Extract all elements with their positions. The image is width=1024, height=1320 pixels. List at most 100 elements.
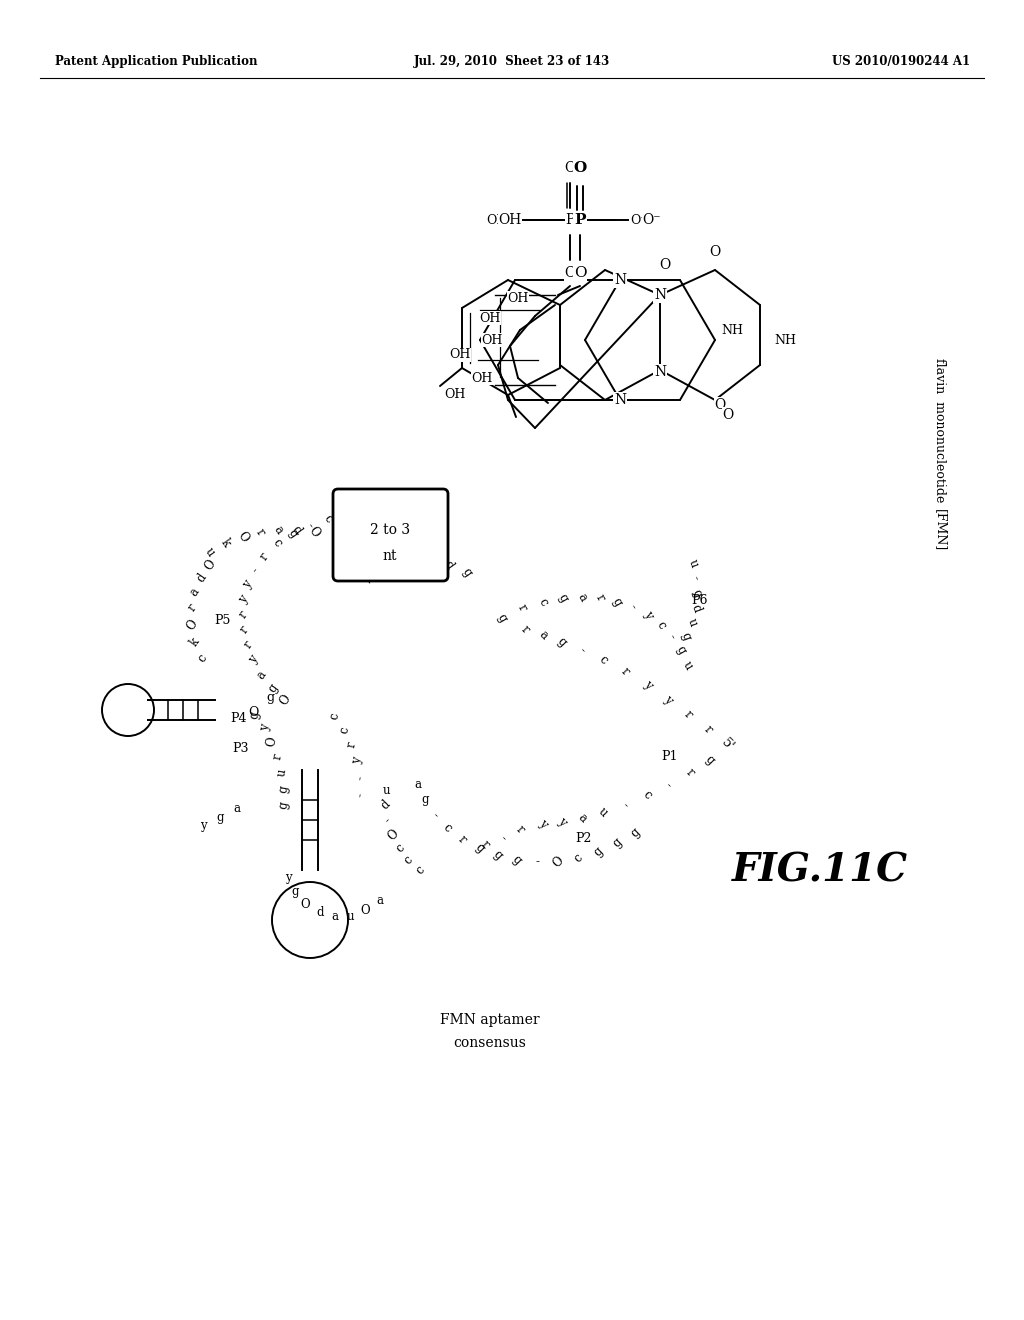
Text: a: a bbox=[536, 628, 550, 642]
Text: c: c bbox=[401, 853, 415, 867]
Text: k: k bbox=[187, 635, 203, 648]
Text: g: g bbox=[276, 800, 291, 810]
Text: r: r bbox=[618, 665, 632, 678]
Text: -: - bbox=[535, 855, 539, 869]
Text: O: O bbox=[573, 267, 587, 280]
Text: -: - bbox=[627, 602, 640, 612]
Text: O: O bbox=[265, 737, 280, 748]
Text: r: r bbox=[253, 525, 267, 539]
Text: flavin  mononucleotide: flavin mononucleotide bbox=[934, 358, 946, 502]
Text: y: y bbox=[247, 653, 261, 667]
Text: g: g bbox=[276, 784, 291, 793]
Text: g: g bbox=[291, 886, 299, 899]
Text: P6: P6 bbox=[692, 594, 709, 606]
Text: c: c bbox=[269, 536, 285, 549]
Text: y: y bbox=[285, 871, 291, 884]
Text: c: c bbox=[571, 851, 585, 865]
Text: NH: NH bbox=[721, 323, 743, 337]
Text: u: u bbox=[685, 616, 699, 628]
Text: -: - bbox=[666, 632, 679, 642]
Text: u: u bbox=[203, 545, 217, 558]
Text: O: O bbox=[550, 854, 566, 870]
Text: OH: OH bbox=[444, 388, 466, 401]
Text: c: c bbox=[328, 711, 342, 721]
Text: d: d bbox=[195, 572, 210, 585]
Text: c: c bbox=[413, 863, 427, 876]
Text: u: u bbox=[275, 768, 289, 777]
Text: c: c bbox=[596, 653, 610, 667]
Text: c: c bbox=[195, 652, 209, 664]
Text: a: a bbox=[377, 894, 384, 907]
Text: g: g bbox=[460, 565, 474, 578]
Text: g: g bbox=[689, 587, 705, 599]
Text: c: c bbox=[440, 821, 454, 836]
Text: k: k bbox=[219, 536, 233, 549]
Text: u: u bbox=[596, 805, 610, 820]
Text: d: d bbox=[289, 523, 303, 537]
Text: g: g bbox=[248, 710, 262, 719]
Text: d: d bbox=[379, 797, 393, 812]
Text: a: a bbox=[415, 779, 422, 792]
Text: y: y bbox=[536, 817, 550, 830]
Text: g: g bbox=[555, 635, 569, 649]
Text: P5: P5 bbox=[214, 614, 230, 627]
Text: O: O bbox=[360, 903, 370, 916]
Text: u: u bbox=[681, 659, 695, 672]
Text: g: g bbox=[555, 591, 570, 605]
Text: Jul. 29, 2010  Sheet 23 of 143: Jul. 29, 2010 Sheet 23 of 143 bbox=[414, 55, 610, 69]
Text: 2 to 3: 2 to 3 bbox=[370, 523, 410, 537]
Text: nt: nt bbox=[383, 549, 397, 564]
Text: P: P bbox=[565, 213, 574, 227]
Text: -: - bbox=[303, 520, 316, 531]
Text: g: g bbox=[591, 845, 605, 859]
Text: y: y bbox=[241, 578, 255, 591]
Text: c: c bbox=[653, 619, 669, 631]
Text: -: - bbox=[353, 775, 367, 781]
Text: OH: OH bbox=[471, 371, 493, 384]
Text: NH: NH bbox=[774, 334, 796, 346]
Text: g: g bbox=[495, 611, 510, 624]
Text: consensus: consensus bbox=[454, 1036, 526, 1049]
Text: O: O bbox=[248, 705, 258, 718]
Text: u: u bbox=[686, 557, 700, 569]
Text: a: a bbox=[270, 524, 286, 537]
Text: Patent Application Publication: Patent Application Publication bbox=[55, 55, 257, 69]
Text: g: g bbox=[679, 630, 693, 642]
Text: u: u bbox=[346, 911, 353, 924]
Text: c: c bbox=[338, 726, 352, 734]
Text: FMN aptamer: FMN aptamer bbox=[440, 1012, 540, 1027]
Text: g: g bbox=[421, 793, 429, 807]
Text: O: O bbox=[715, 399, 726, 412]
FancyBboxPatch shape bbox=[333, 488, 449, 581]
Text: y: y bbox=[555, 814, 569, 829]
Text: US 2010/0190244 A1: US 2010/0190244 A1 bbox=[831, 55, 970, 69]
Text: r: r bbox=[456, 833, 469, 846]
Text: O: O bbox=[564, 267, 575, 280]
Text: -: - bbox=[618, 799, 631, 810]
Text: -: - bbox=[429, 809, 441, 821]
Text: d: d bbox=[440, 558, 456, 572]
Text: -: - bbox=[249, 565, 261, 576]
Text: r: r bbox=[241, 639, 255, 651]
Text: r: r bbox=[271, 754, 285, 760]
Text: k: k bbox=[339, 508, 353, 521]
Text: O: O bbox=[306, 524, 323, 540]
Text: g: g bbox=[628, 826, 642, 841]
Text: P4: P4 bbox=[230, 711, 247, 725]
Text: N: N bbox=[614, 273, 626, 286]
Text: OH: OH bbox=[450, 348, 471, 362]
Text: g: g bbox=[216, 812, 224, 825]
Text: r: r bbox=[518, 623, 531, 636]
Text: a: a bbox=[255, 668, 269, 681]
Text: g: g bbox=[674, 644, 688, 656]
Text: O: O bbox=[659, 257, 671, 272]
Text: O⁻: O⁻ bbox=[643, 213, 662, 227]
Text: r: r bbox=[681, 709, 694, 722]
Text: r: r bbox=[593, 593, 607, 603]
Text: O: O bbox=[722, 408, 733, 422]
Text: c: c bbox=[536, 595, 550, 609]
Text: y: y bbox=[237, 594, 251, 606]
Text: OH: OH bbox=[507, 292, 528, 305]
Text: c: c bbox=[640, 788, 654, 803]
Text: u: u bbox=[382, 784, 390, 796]
